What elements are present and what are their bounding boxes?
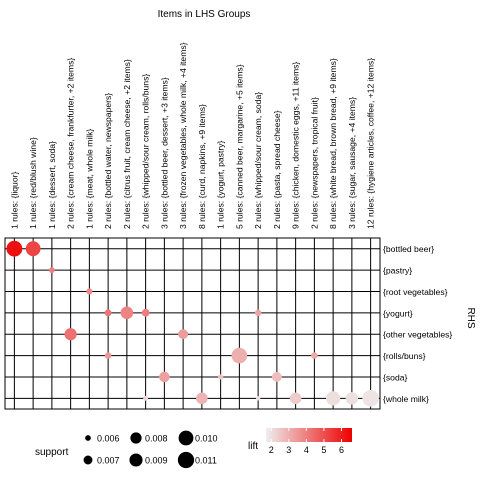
support-legend-label: 0.007: [97, 456, 120, 466]
rhs-tick-label: {whole milk}: [383, 394, 429, 404]
support-legend-label: 0.008: [145, 434, 168, 444]
rule-point: [311, 352, 317, 358]
rule-point: [26, 241, 41, 256]
lhs-tick-label: 12 rules: {hygiene articles, coffee, +12…: [366, 58, 376, 229]
chart-title: Items in LHS Groups: [158, 9, 251, 20]
lhs-tick-label: 3 rules: {bottled beer, dessert, +3 item…: [159, 77, 169, 229]
lift-legend-label: 6: [339, 445, 344, 455]
lhs-tick-label: 3 rules: {frozen vegetables, whole milk,…: [178, 42, 188, 229]
lhs-tick-label: 1 rules: {red/blush wine}: [28, 137, 38, 229]
lhs-tick-label: 1 rules: {dessert, soda}: [47, 141, 57, 229]
lift-legend-label: 4: [304, 445, 309, 455]
rhs-tick-label: {root vegetables}: [383, 287, 448, 297]
support-legend-title: support: [35, 447, 69, 458]
lhs-tick-label: 9 rules: {chicken, domestic eggs, +11 it…: [291, 62, 301, 229]
rule-point: [272, 372, 282, 382]
rule-points: [6, 241, 378, 407]
rule-point: [255, 310, 261, 316]
rule-point: [362, 390, 379, 407]
y-axis-label: RHS: [465, 307, 476, 328]
support-legend-key: [178, 452, 194, 468]
lift-legend-label: 2: [269, 445, 274, 455]
rule-point: [86, 288, 92, 294]
rule-point: [178, 329, 188, 339]
support-legend-label: 0.006: [97, 434, 120, 444]
lhs-tick-label: 8 rules: {curd, napkins, +9 items}: [197, 104, 207, 229]
rule-point: [290, 393, 302, 405]
lhs-tick-label: 5 rules: {canned beer, margarine, +5 ite…: [234, 64, 244, 229]
lhs-tick-label: 2 rules: {bottled water, newspapers}: [103, 93, 113, 229]
lhs-tick-label: 2 rules: {whipped/sour cream, rolls/buns…: [141, 74, 151, 229]
rule-point: [6, 241, 22, 257]
support-legend-key: [130, 432, 141, 443]
rule-point: [159, 372, 170, 383]
rule-point: [232, 348, 248, 364]
support-legend-label: 0.009: [145, 456, 168, 466]
rule-point: [49, 267, 55, 273]
support-legend-key: [129, 453, 142, 466]
support-legend-label: 0.010: [195, 434, 218, 444]
rule-point: [65, 328, 77, 340]
plot-border: [5, 238, 380, 409]
rule-point: [218, 374, 223, 379]
rule-point: [256, 396, 260, 400]
rule-point: [142, 309, 150, 317]
lhs-tick-label: 1 rules: {meat, whole milk}: [84, 129, 94, 229]
rule-point: [326, 391, 340, 405]
rhs-tick-label: {pastry}: [383, 266, 412, 276]
rule-point: [143, 396, 148, 401]
lhs-tick-label: 2 rules: {pasta, spread cheese}: [272, 110, 282, 229]
lhs-tick-label: 1 rules: {yogurt, pastry}: [216, 140, 226, 229]
support-legend-key: [179, 431, 194, 446]
lhs-tick-label: 2 rules: {citrus fruit, cream cheese, +2…: [122, 59, 132, 229]
support-legend-label: 0.011: [195, 456, 217, 466]
rhs-tick-label: {bottled beer}: [383, 244, 434, 254]
lhs-tick-label: 8 rules: {white bread, brown bread, +9 i…: [328, 58, 338, 229]
rule-point: [121, 307, 134, 320]
rule-point: [105, 352, 111, 358]
lhs-tick-label: 2 rules: {whipped/sour cream, soda}: [253, 92, 263, 229]
lhs-tick-label: 2 rules: {cream cheese, frankfurter, +2 …: [66, 58, 76, 229]
rhs-tick-labels: {bottled beer} {pastry} {root vegetables} {…: [383, 244, 452, 404]
lhs-tick-label: 1 rules: {liquor}: [9, 172, 19, 229]
grid: [5, 238, 380, 409]
rule-point: [105, 309, 112, 316]
lift-legend-title: lift: [248, 441, 258, 452]
rhs-tick-label: {other vegetables}: [383, 330, 452, 340]
lift-legend: lift 2 3 4 5 6: [248, 428, 352, 455]
rhs-tick-label: {yogurt}: [383, 308, 413, 318]
support-legend-key: [84, 456, 93, 465]
rhs-tick-label: {rolls/buns}: [383, 351, 426, 361]
lift-color-bar: [266, 428, 352, 442]
support-legend: support 0.006 0.007 0.008 0.009 0.010 0.011: [35, 431, 218, 469]
lift-legend-label: 3: [286, 445, 291, 455]
rule-point: [346, 392, 358, 404]
lhs-tick-label: 3 rules: {sugar, sausage, +4 items}: [347, 97, 357, 229]
lhs-tick-label: 2 rules: {newspapers, tropical fruit}: [309, 97, 319, 229]
rule-point: [196, 393, 208, 405]
rhs-tick-label: {soda}: [383, 372, 408, 382]
support-legend-key: [85, 435, 91, 441]
lhs-tick-labels: 1 rules: {liquor} 1 rules: {red/blush win…: [9, 42, 375, 229]
lift-legend-label: 5: [321, 445, 326, 455]
